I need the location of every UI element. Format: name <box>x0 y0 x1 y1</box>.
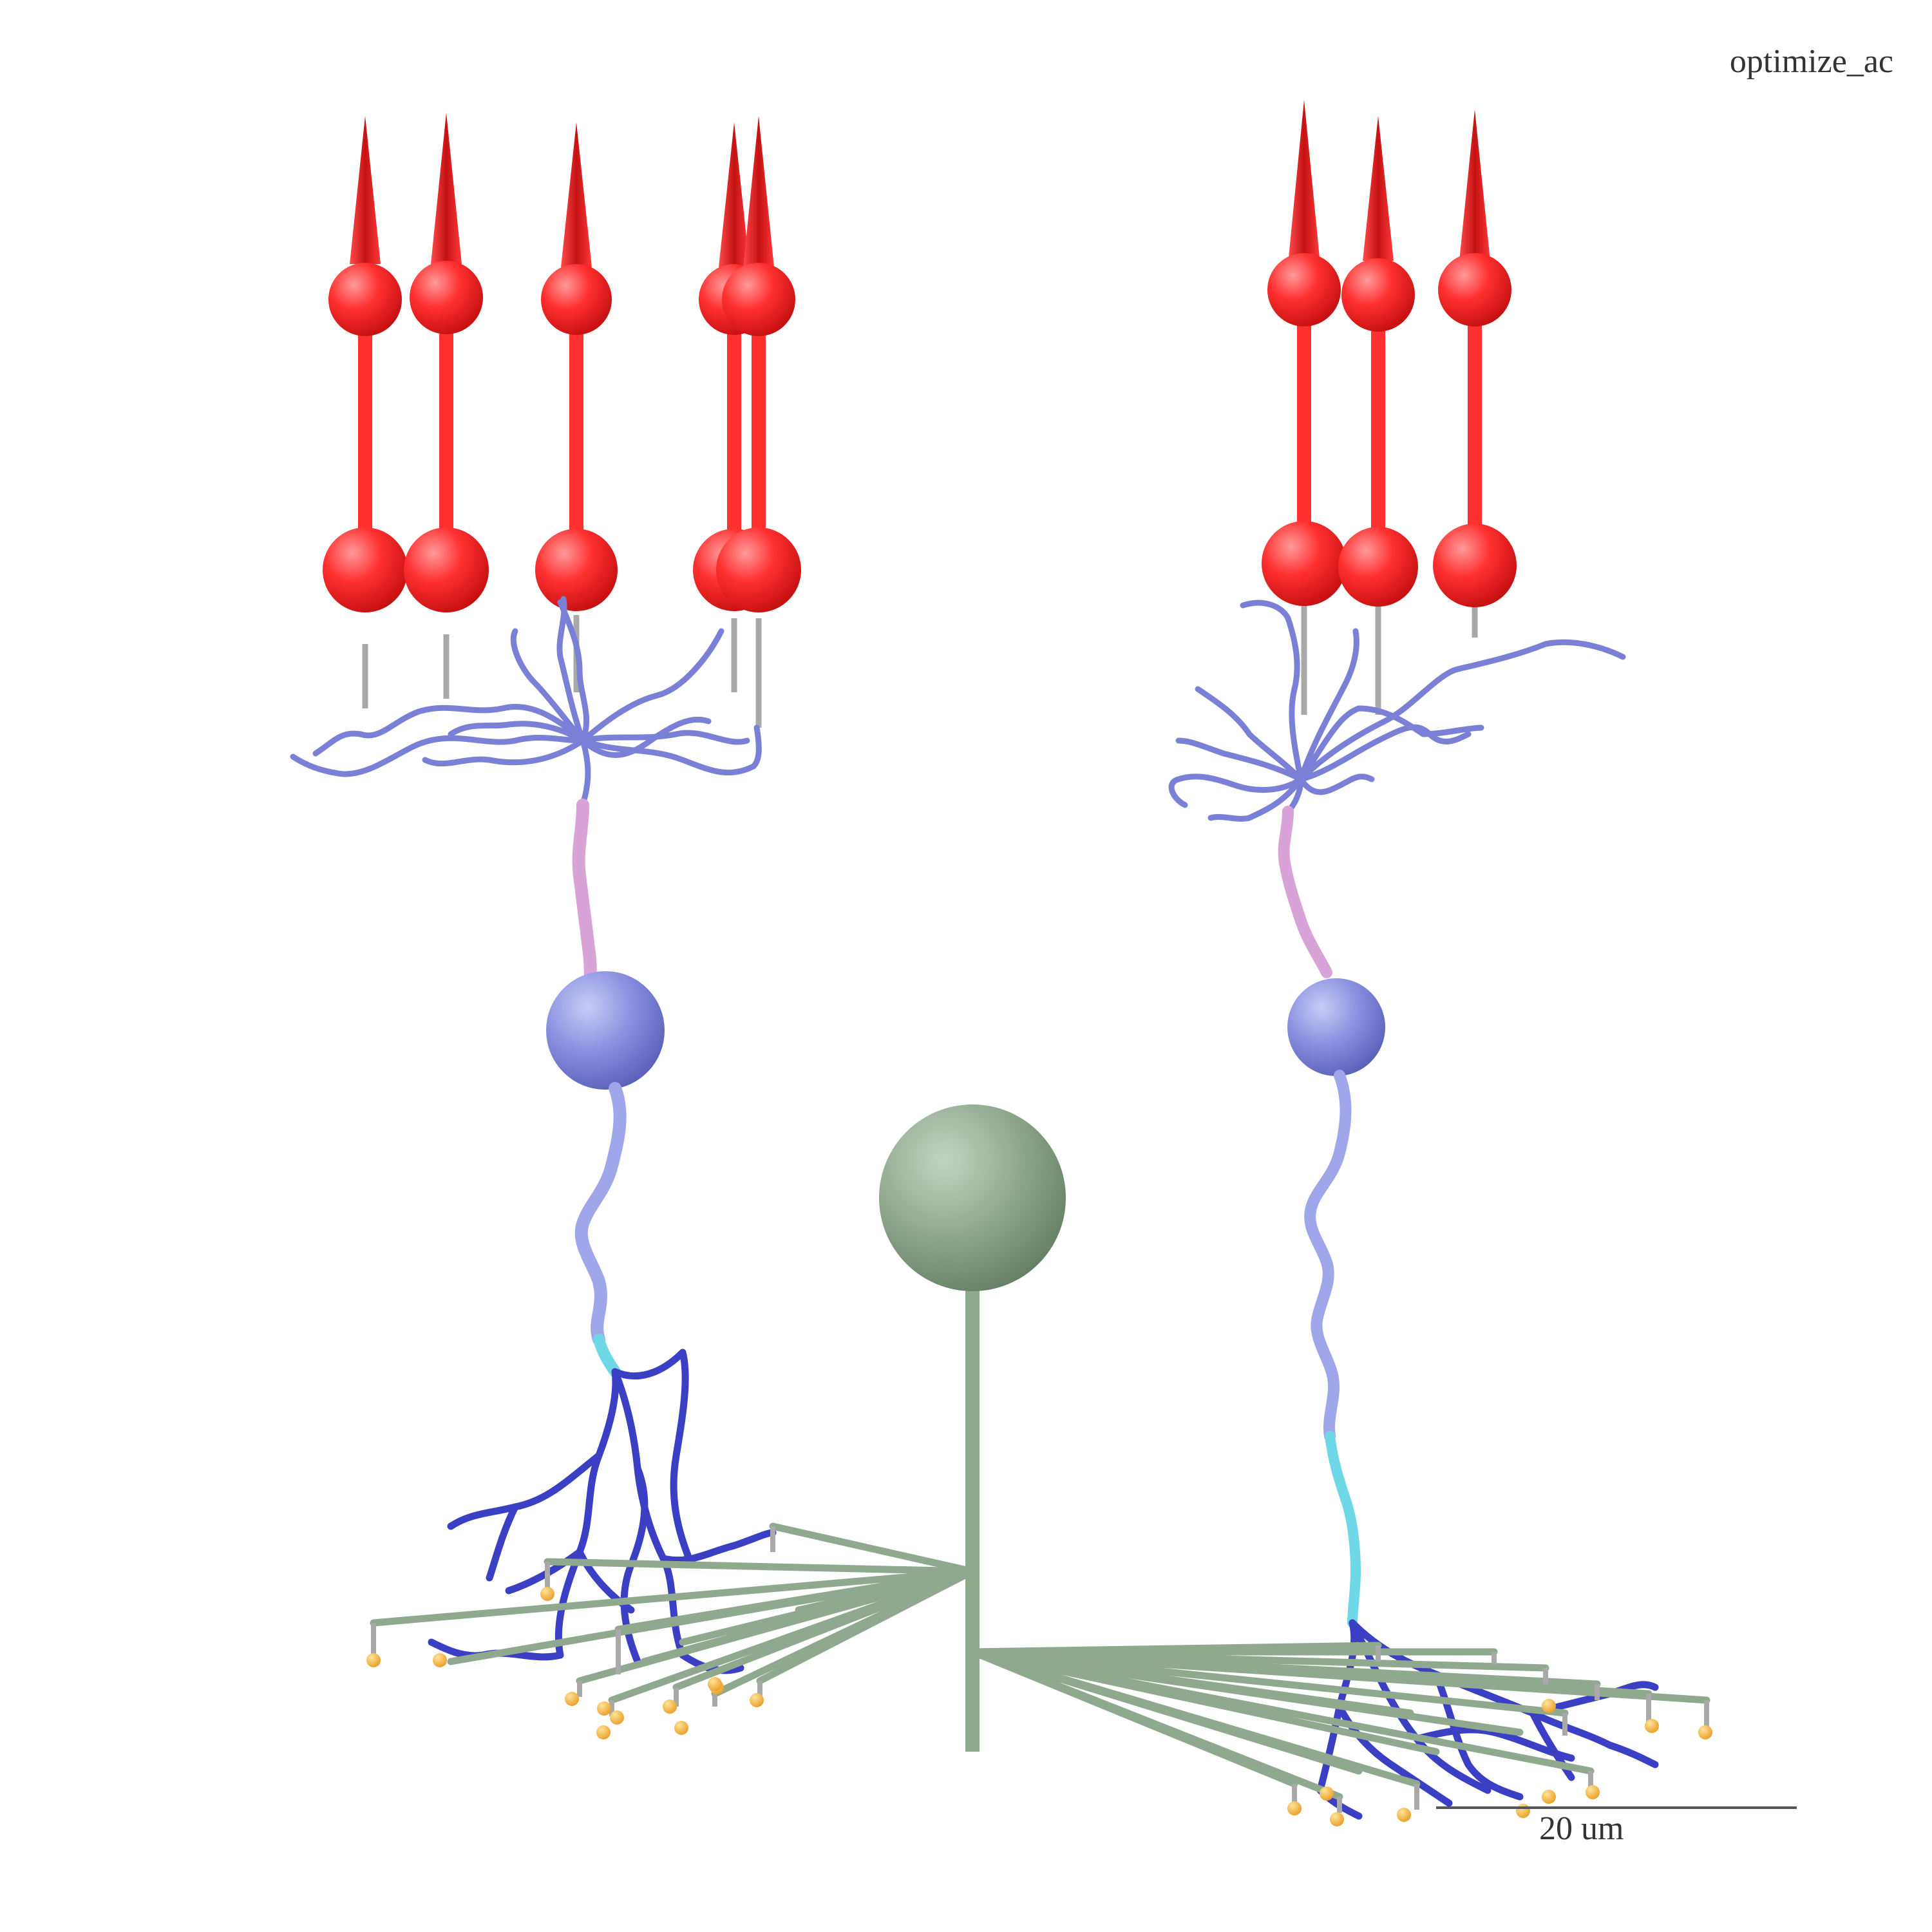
synapse-icon <box>1698 1725 1712 1739</box>
synapse-icon <box>366 1653 381 1667</box>
bipolar-cell-icon <box>546 971 665 1090</box>
axon-initial-segment-left <box>593 1334 621 1378</box>
cone-photoreceptor-icon <box>716 116 801 728</box>
synapse-icon <box>1542 1790 1556 1804</box>
synapse-icon <box>1645 1719 1659 1733</box>
bipolar-cell-left <box>290 596 777 1674</box>
synapse-icon <box>674 1721 688 1735</box>
axon-terminal-left <box>428 1349 777 1674</box>
amacrine-cell <box>370 1104 1710 1813</box>
cone-photoreceptor-icon <box>323 116 408 708</box>
cone-photoreceptor-icon <box>1433 109 1517 638</box>
synapse-icon <box>708 1677 722 1691</box>
scale-bar-label: 20 um <box>1539 1810 1624 1847</box>
photoreceptor-group-right <box>1262 100 1517 715</box>
synapse-icon <box>1516 1804 1530 1818</box>
synapse-icon <box>750 1693 764 1707</box>
bipolar-axon-left <box>574 1082 627 1346</box>
photoreceptor-group-left <box>323 113 801 728</box>
synapse-icon <box>1542 1699 1556 1713</box>
synapse-icon <box>663 1700 677 1714</box>
cone-photoreceptor-icon <box>535 122 618 692</box>
synapse-icon <box>610 1710 624 1725</box>
synapse-icon <box>1586 1785 1600 1799</box>
synapse-group <box>366 1587 1712 1826</box>
bipolar-primary-dendrite-left <box>572 799 599 992</box>
synapse-icon <box>597 1701 611 1716</box>
title-label: optimize_ac <box>1729 43 1893 80</box>
bipolar-cell-icon <box>1287 978 1385 1076</box>
bipolar-cell-right <box>1168 600 1659 1820</box>
synapse-icon <box>1287 1801 1302 1815</box>
synapse-icon <box>565 1692 579 1706</box>
synapse-icon <box>1330 1812 1344 1826</box>
amacrine-dendrites <box>370 1522 1710 1801</box>
bipolar-axon-right <box>1304 1070 1352 1442</box>
synapse-icon <box>540 1587 554 1601</box>
synapse-icon <box>1320 1786 1334 1801</box>
amacrine-cell-icon <box>879 1104 1066 1291</box>
cone-photoreceptor-icon <box>1338 116 1418 715</box>
synapse-icon <box>1397 1808 1411 1822</box>
bipolar-primary-dendrite-right <box>1278 806 1332 978</box>
bipolar-dendrites-left <box>290 596 762 808</box>
cone-photoreceptor-icon <box>1262 100 1347 715</box>
bipolar-dendrites-right <box>1168 600 1626 822</box>
synapse-icon <box>596 1725 611 1739</box>
synapse-icon <box>433 1653 447 1667</box>
cone-photoreceptor-icon <box>404 113 489 699</box>
axon-initial-segment-right <box>1325 1431 1361 1628</box>
